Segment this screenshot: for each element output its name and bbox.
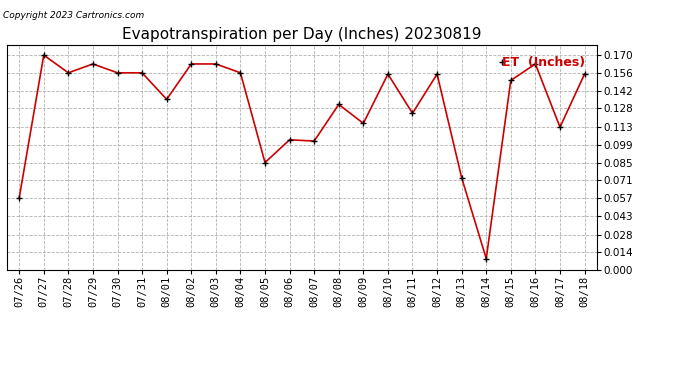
Legend: ET  (Inches): ET (Inches) [497, 51, 591, 74]
ET  (Inches) [408, 111, 417, 116]
ET  (Inches) [212, 62, 220, 66]
ET  (Inches) [89, 62, 97, 66]
ET  (Inches) [482, 256, 491, 261]
ET  (Inches) [506, 78, 515, 82]
ET  (Inches) [15, 196, 23, 200]
ET  (Inches) [335, 102, 343, 106]
ET  (Inches) [531, 62, 540, 66]
ET  (Inches) [236, 70, 244, 75]
Text: Copyright 2023 Cartronics.com: Copyright 2023 Cartronics.com [3, 11, 145, 20]
ET  (Inches) [286, 138, 294, 142]
ET  (Inches) [580, 72, 589, 76]
ET  (Inches) [556, 125, 564, 129]
ET  (Inches) [113, 70, 121, 75]
ET  (Inches) [384, 72, 392, 76]
Title: Evapotranspiration per Day (Inches) 20230819: Evapotranspiration per Day (Inches) 2023… [122, 27, 482, 42]
ET  (Inches) [433, 72, 441, 76]
ET  (Inches) [261, 160, 269, 165]
ET  (Inches) [457, 176, 466, 180]
ET  (Inches) [359, 121, 368, 126]
ET  (Inches) [310, 139, 318, 143]
ET  (Inches) [138, 70, 146, 75]
ET  (Inches) [64, 70, 72, 75]
ET  (Inches) [187, 62, 195, 66]
Line: ET  (Inches): ET (Inches) [17, 53, 587, 261]
ET  (Inches) [39, 53, 48, 57]
ET  (Inches) [163, 97, 171, 102]
